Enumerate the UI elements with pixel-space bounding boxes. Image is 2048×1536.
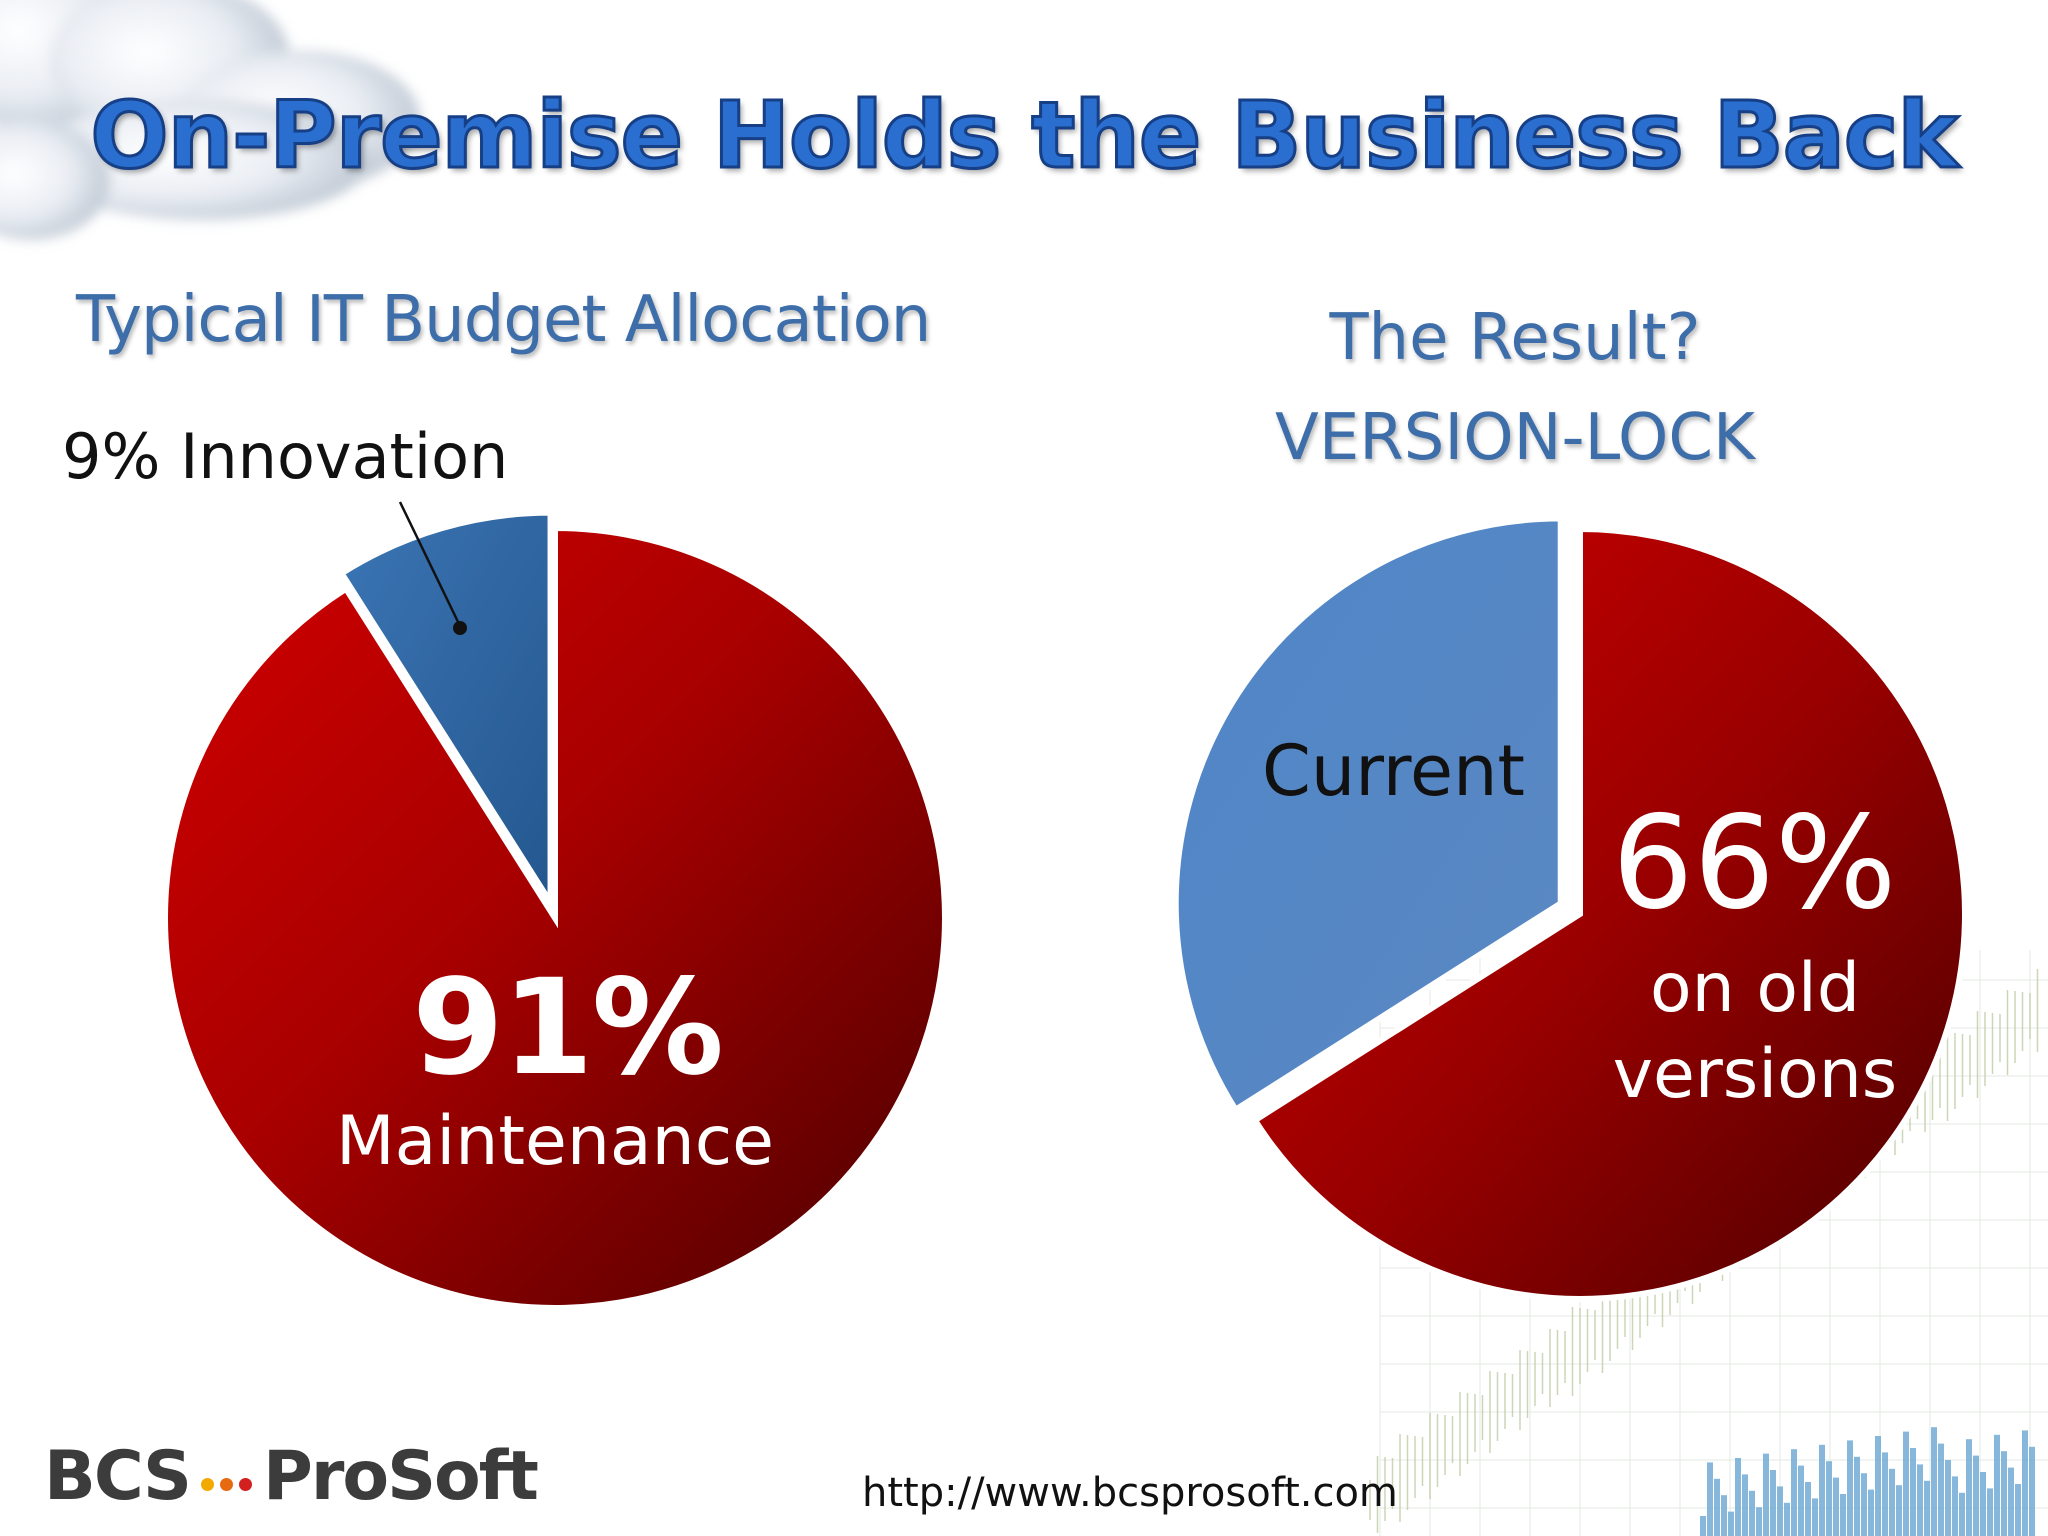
market-volume-bar — [1966, 1439, 1972, 1536]
market-volume-bar — [1980, 1472, 1986, 1536]
maintenance-label: Maintenance — [336, 1102, 774, 1181]
market-volume-bar — [1742, 1474, 1748, 1536]
old-versions-percent-label: 66% — [1612, 789, 1897, 938]
market-volume-bar — [1784, 1502, 1790, 1536]
market-volume-bar — [1700, 1516, 1706, 1536]
maintenance-percent-label: 91% — [412, 951, 724, 1105]
innovation-label: 9% Innovation — [62, 420, 509, 493]
pie-slice-innovation — [337, 509, 554, 913]
logo-dots-icon — [198, 1477, 255, 1491]
market-volume-bar — [2029, 1446, 2035, 1536]
market-volume-bar — [1952, 1476, 1958, 1536]
footer-url-link[interactable]: http://www.bcsprosoft.com — [862, 1470, 1398, 1516]
market-volume-bar — [1903, 1431, 1909, 1536]
market-volume-bar — [1805, 1482, 1811, 1536]
logo-dot-1 — [200, 1477, 214, 1491]
market-volume-bar — [1924, 1480, 1930, 1536]
left-chart-title: Typical IT Budget Allocation — [76, 283, 931, 357]
market-volume-bar — [1959, 1492, 1965, 1536]
market-volume-bar — [1987, 1488, 1993, 1536]
market-volume-bar — [1728, 1511, 1734, 1536]
market-volume-bar — [1896, 1485, 1902, 1536]
market-volume-bar — [1749, 1490, 1755, 1536]
market-volume-bar — [1798, 1465, 1804, 1536]
market-volume-bar — [2008, 1467, 2014, 1536]
market-volume-bar — [1770, 1470, 1776, 1536]
pie-slice-current — [1172, 515, 1564, 1114]
current-label: Current — [1262, 730, 1525, 812]
old-versions-label: on old versions — [1612, 949, 1898, 1114]
market-volume-bar — [1721, 1495, 1727, 1536]
logo-dot-3 — [238, 1477, 252, 1491]
market-volume-bar — [1763, 1453, 1769, 1536]
market-volume-bar — [1791, 1449, 1797, 1536]
logo-dot-2 — [219, 1477, 233, 1491]
market-volume-bar — [1889, 1468, 1895, 1536]
right-chart-title-line-1: The Result? — [1329, 301, 1701, 375]
market-volume-bar — [1854, 1456, 1860, 1536]
market-volume-bar — [1868, 1489, 1874, 1536]
market-volume-bar — [1931, 1427, 1937, 1536]
market-volume-bar — [1833, 1477, 1839, 1536]
market-volume-bar — [1777, 1486, 1783, 1536]
market-volume-bar — [1847, 1440, 1853, 1536]
market-volume-bar — [1756, 1507, 1762, 1536]
slide-title: On-Premise Holds the Business Back — [89, 81, 1960, 191]
market-volume-bar — [1875, 1436, 1881, 1536]
market-volume-bar — [2001, 1451, 2007, 1536]
market-volume-bar — [1819, 1444, 1825, 1536]
right-chart-title: The Result? VERSION-LOCK — [1185, 288, 1845, 488]
market-volume-bar — [1938, 1443, 1944, 1536]
market-volume-bar — [1945, 1460, 1951, 1536]
market-volume-bar — [1910, 1448, 1916, 1536]
market-volume-bar — [2015, 1484, 2021, 1536]
budget-pie-chart — [162, 509, 948, 1311]
right-chart-title-line-2: VERSION-LOCK — [1275, 401, 1755, 475]
market-volume-bar — [1735, 1458, 1741, 1536]
market-volume-bar — [1994, 1434, 2000, 1536]
cloud-decoration — [0, 0, 420, 240]
market-volume-bar — [1707, 1462, 1713, 1536]
market-volume-bar — [1882, 1452, 1888, 1536]
market-volume-bar — [1812, 1498, 1818, 1536]
market-volume-bar — [1826, 1461, 1832, 1536]
pie-slice-on-old-versions — [1250, 525, 1968, 1302]
innovation-leader-line — [398, 501, 467, 635]
logo-text-bcs: BCS — [44, 1436, 192, 1516]
logo-text-prosoft: ProSoft — [262, 1436, 539, 1516]
version-lock-pie-chart — [1172, 515, 1968, 1302]
market-volume-bar — [1917, 1464, 1923, 1536]
market-volume-bar — [1973, 1455, 1979, 1536]
market-volume-bar — [2022, 1430, 2028, 1536]
market-volume-bar — [1714, 1478, 1720, 1536]
bcs-prosoft-logo: BCS ProSoft — [44, 1436, 539, 1516]
market-volume-bar — [1861, 1473, 1867, 1536]
pie-slice-maintenance — [162, 524, 948, 1311]
market-volume-bar — [1840, 1494, 1846, 1536]
